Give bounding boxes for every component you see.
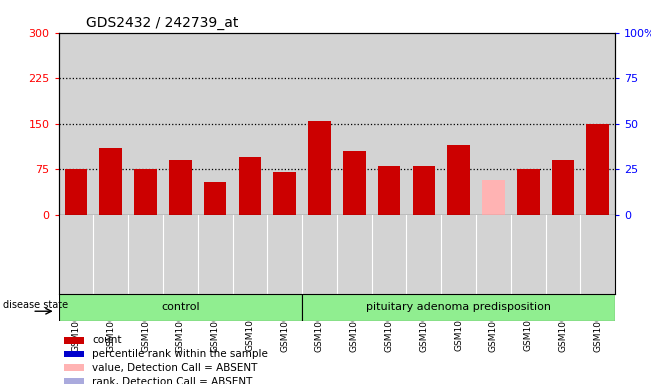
Bar (239, 157, 261, 215)
Text: disease state: disease state (3, 300, 68, 310)
Bar (517, 169, 540, 215)
FancyBboxPatch shape (59, 294, 302, 321)
Text: GDS2432 / 242739_at: GDS2432 / 242739_at (87, 16, 239, 30)
Bar (447, 145, 470, 215)
Bar (64, 169, 87, 215)
Bar (64, 351, 83, 358)
Bar (343, 151, 366, 215)
Bar (413, 166, 435, 215)
Bar (308, 121, 331, 215)
Text: percentile rank within the sample: percentile rank within the sample (92, 349, 268, 359)
Bar (64, 378, 83, 384)
Text: pituitary adenoma predisposition: pituitary adenoma predisposition (366, 302, 551, 312)
Bar (587, 124, 609, 215)
Bar (134, 169, 157, 215)
Bar (169, 161, 191, 215)
Text: value, Detection Call = ABSENT: value, Detection Call = ABSENT (92, 363, 257, 373)
Bar (100, 148, 122, 215)
Bar (378, 166, 400, 215)
Bar (551, 161, 574, 215)
Bar (482, 180, 505, 215)
Bar (204, 182, 227, 215)
Bar (64, 364, 83, 371)
Text: control: control (161, 302, 200, 312)
Text: count: count (92, 335, 122, 345)
Bar (64, 337, 83, 344)
Bar (273, 172, 296, 215)
Text: rank, Detection Call = ABSENT: rank, Detection Call = ABSENT (92, 377, 253, 384)
FancyBboxPatch shape (302, 294, 615, 321)
